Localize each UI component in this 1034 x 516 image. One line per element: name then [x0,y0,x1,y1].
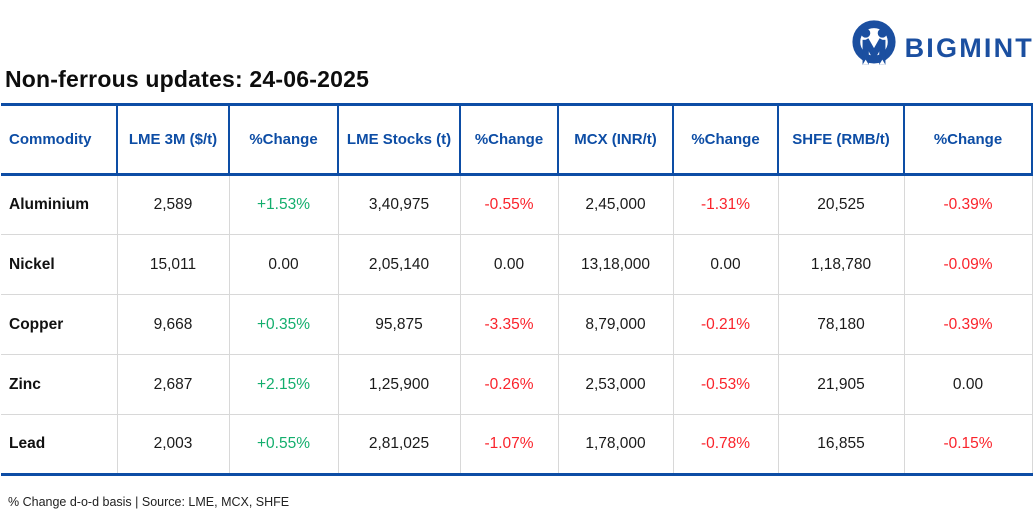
brand-logo: BIGMINT [850,18,1034,75]
cell-aluminium-change-4: -0.55% [459,174,559,235]
cell-nickel-change-6: 0.00 [672,234,779,295]
cell-lead-change-6: -0.78% [672,414,779,476]
cell-zinc-change-6: -0.53% [672,354,779,415]
cell-aluminium-lme-stocks-t-3: 3,40,975 [337,174,461,235]
cell-copper-commodity-0: Copper [1,294,118,355]
cell-zinc-lme-3m-t-1: 2,687 [116,354,230,415]
table-row-nickel: Nickel 15,011 0.00 2,05,140 0.00 13,18,000 0.0… [1,234,1033,295]
cell-nickel-change-4: 0.00 [459,234,559,295]
cell-lead-change-2: +0.55% [228,414,339,476]
cell-copper-change-2: +0.35% [228,294,339,355]
cell-zinc-commodity-0: Zinc [1,354,118,415]
cell-nickel-commodity-0: Nickel [1,234,118,295]
table-row-lead: Lead 2,003 +0.55% 2,81,025 -1.07% 1,78,000 -0.… [1,414,1033,476]
table-row-zinc: Zinc 2,687 +2.15% 1,25,900 -0.26% 2,53,000 -0.… [1,354,1033,415]
cell-copper-mcx-inr-t-5: 8,79,000 [557,294,674,355]
prices-table: Commodity LME 3M ($/t) %Change LME Stocks (… [1,103,1033,476]
cell-nickel-shfe-rmb-t-7: 1,18,780 [777,234,905,295]
cell-zinc-mcx-inr-t-5: 2,53,000 [557,354,674,415]
table-row-aluminium: Aluminium 2,589 +1.53% 3,40,975 -0.55% 2,45,0… [1,174,1033,235]
cell-aluminium-shfe-rmb-t-7: 20,525 [777,174,905,235]
page-title: Non-ferrous updates: 24-06-2025 [5,66,370,92]
cell-nickel-change-8: -0.09% [903,234,1033,295]
cell-lead-change-8: -0.15% [903,414,1033,476]
header-row: Commodity LME 3M ($/t) %Change LME Stocks (… [1,103,1033,176]
cell-copper-change-6: -0.21% [672,294,779,355]
cell-nickel-change-2: 0.00 [228,234,339,295]
column-header-5-mcx-inr-t: MCX (INR/t) [557,103,674,176]
cell-lead-commodity-0: Lead [1,414,118,476]
cell-zinc-shfe-rmb-t-7: 21,905 [777,354,905,415]
cell-aluminium-change-2: +1.53% [228,174,339,235]
cell-aluminium-lme-3m-t-1: 2,589 [116,174,230,235]
column-header-2-change: %Change [228,103,339,176]
cell-copper-lme-3m-t-1: 9,668 [116,294,230,355]
cell-copper-change-8: -0.39% [903,294,1033,355]
cell-lead-lme-3m-t-1: 2,003 [116,414,230,476]
bigmint-people-m-icon [850,18,898,75]
column-header-8-change: %Change [903,103,1033,176]
cell-lead-shfe-rmb-t-7: 16,855 [777,414,905,476]
column-header-1-lme-3m-t: LME 3M ($/t) [116,103,230,176]
cell-aluminium-mcx-inr-t-5: 2,45,000 [557,174,674,235]
column-header-6-change: %Change [672,103,779,176]
brand-name: BIGMINT [904,33,1034,63]
cell-zinc-change-2: +2.15% [228,354,339,415]
cell-lead-mcx-inr-t-5: 1,78,000 [557,414,674,476]
column-header-7-shfe-rmb-t: SHFE (RMB/t) [777,103,905,176]
column-header-4-change: %Change [459,103,559,176]
cell-copper-lme-stocks-t-3: 95,875 [337,294,461,355]
cell-aluminium-change-8: -0.39% [903,174,1033,235]
cell-copper-shfe-rmb-t-7: 78,180 [777,294,905,355]
column-header-3-lme-stocks-t: LME Stocks (t) [337,103,461,176]
column-header-0-commodity: Commodity [1,103,118,176]
cell-nickel-lme-3m-t-1: 15,011 [116,234,230,295]
table-header: Commodity LME 3M ($/t) %Change LME Stocks (… [1,103,1033,176]
cell-aluminium-change-6: -1.31% [672,174,779,235]
table-row-copper: Copper 9,668 +0.35% 95,875 -3.35% 8,79,000 -0.… [1,294,1033,355]
cell-copper-change-4: -3.35% [459,294,559,355]
cell-lead-change-4: -1.07% [459,414,559,476]
cell-aluminium-commodity-0: Aluminium [1,174,118,235]
footnote: % Change d-o-d basis | Source: LME, MCX,… [8,495,290,509]
cell-nickel-lme-stocks-t-3: 2,05,140 [337,234,461,295]
cell-nickel-mcx-inr-t-5: 13,18,000 [557,234,674,295]
cell-lead-lme-stocks-t-3: 2,81,025 [337,414,461,476]
cell-zinc-lme-stocks-t-3: 1,25,900 [337,354,461,415]
cell-zinc-change-8: 0.00 [903,354,1033,415]
table-body: Aluminium 2,589 +1.53% 3,40,975 -0.55% 2,45,0… [1,174,1033,476]
cell-zinc-change-4: -0.26% [459,354,559,415]
